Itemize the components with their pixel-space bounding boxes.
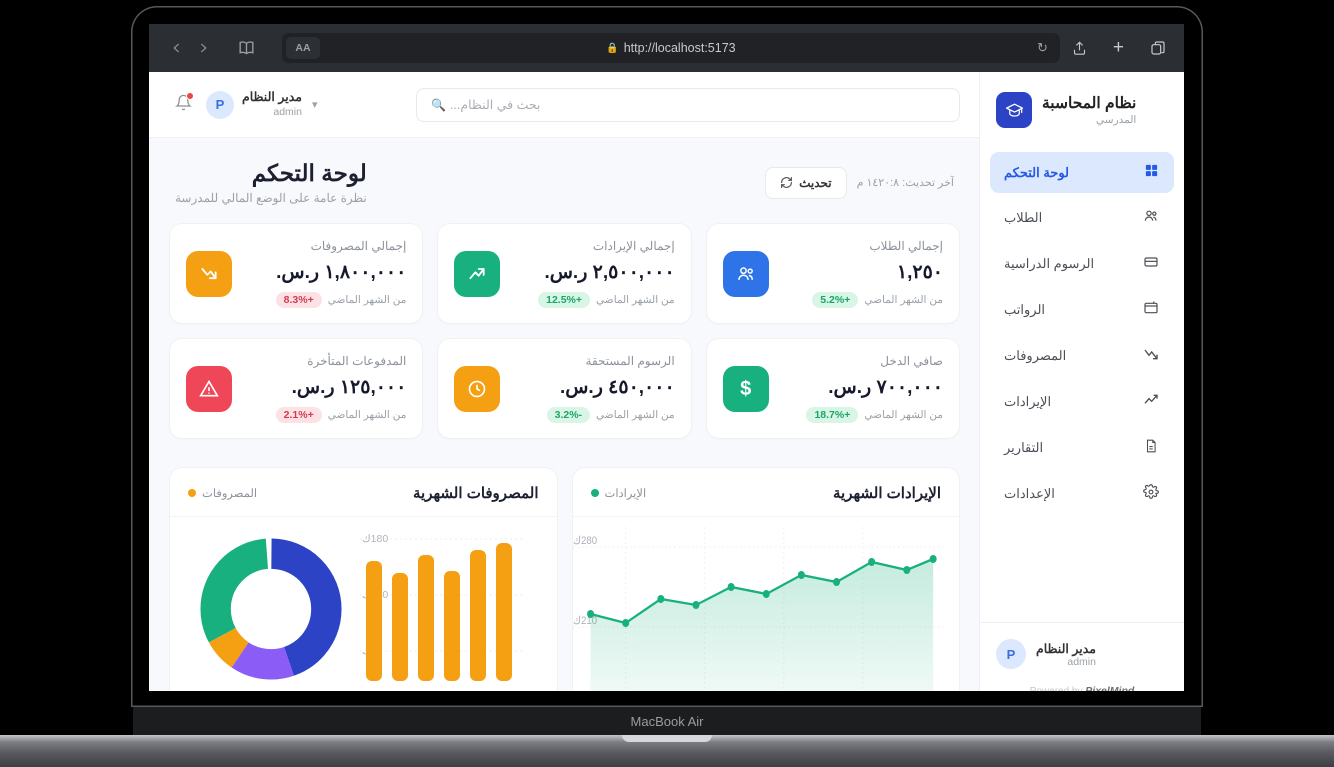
- svg-text:⁦ك⁩280: ⁦ك⁩280: [573, 535, 597, 547]
